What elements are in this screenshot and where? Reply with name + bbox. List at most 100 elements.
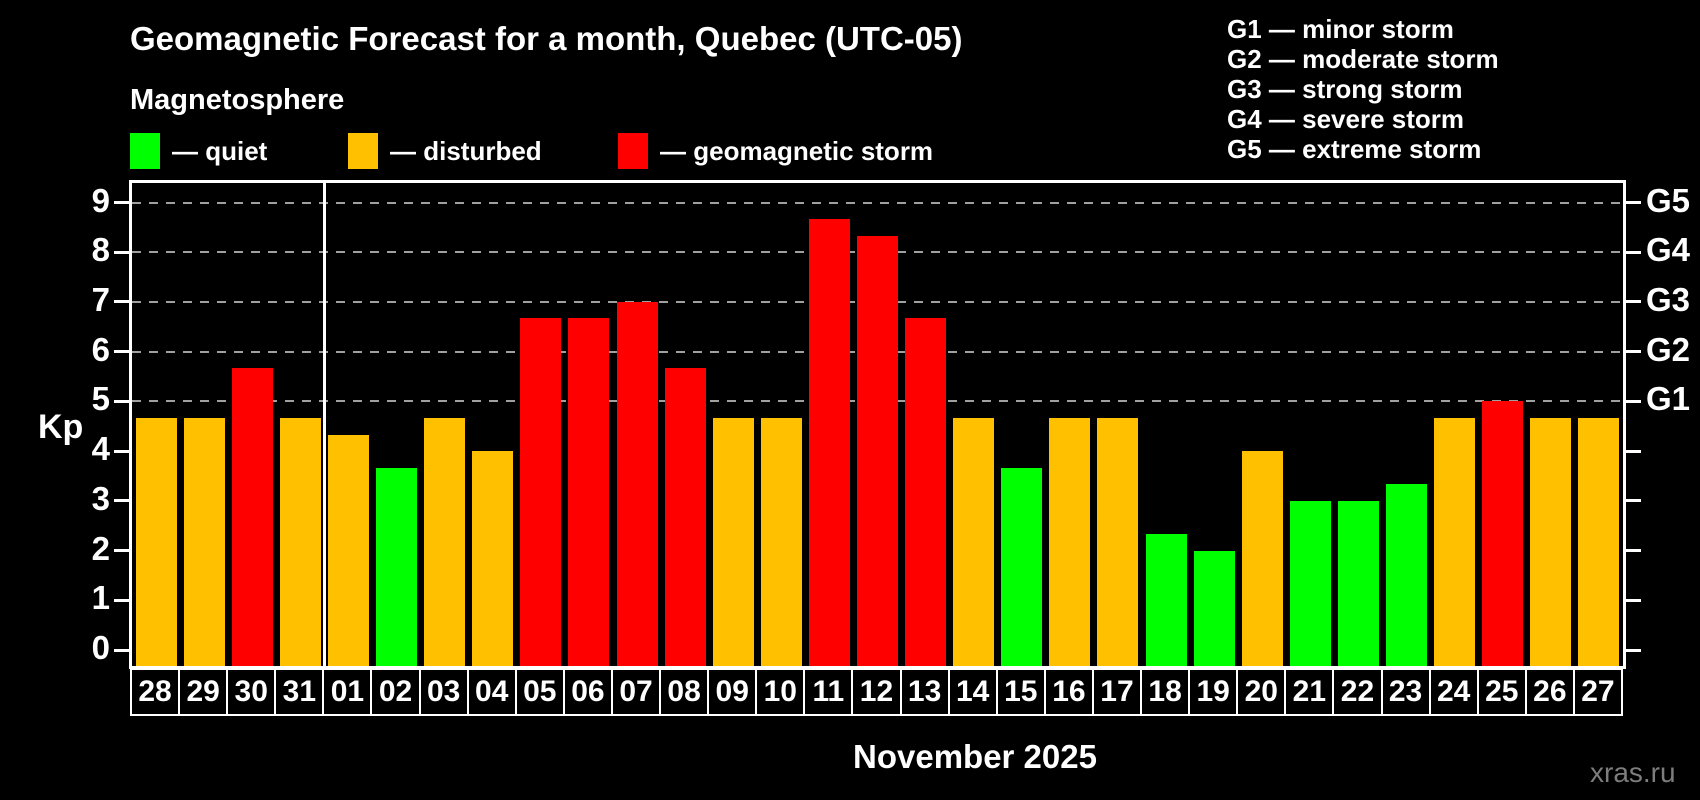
g-axis-label-g4: G4 — [1646, 231, 1691, 269]
day-label-21: 21 — [1284, 668, 1335, 716]
day-label-18: 18 — [1140, 668, 1191, 716]
gridline-kp-9 — [132, 201, 1623, 204]
day-label-28: 28 — [130, 668, 181, 716]
y-axis-tick-right-4 — [1626, 449, 1641, 453]
quiet-legend-swatch — [130, 133, 160, 169]
day-label-29: 29 — [178, 668, 229, 716]
day-label-08: 08 — [659, 668, 710, 716]
g2-legend-line: G2 — moderate storm — [1227, 44, 1499, 74]
kp-bar-day-13 — [905, 318, 947, 666]
day-label-09: 09 — [707, 668, 758, 716]
y-tick-label-9: 9 — [91, 181, 110, 219]
y-tick-label-4: 4 — [91, 430, 110, 468]
y-axis-tick-right-5 — [1626, 399, 1641, 403]
y-tick-label-2: 2 — [91, 529, 110, 567]
kp-bar-day-15 — [1001, 467, 1043, 666]
day-label-19: 19 — [1188, 668, 1239, 716]
watermark: xras.ru — [1590, 757, 1676, 788]
y-axis-title: Kp — [38, 408, 84, 446]
y-tick-label-7: 7 — [91, 280, 110, 318]
g3-legend-line: G3 — strong storm — [1227, 74, 1463, 104]
g5-legend-line: G5 — extreme storm — [1227, 134, 1482, 164]
y-axis-tick-right-3 — [1626, 499, 1641, 503]
day-label-27: 27 — [1572, 668, 1623, 716]
kp-bar-day-07 — [616, 301, 658, 666]
kp-bar-day-19 — [1193, 550, 1235, 666]
y-tick-label-0: 0 — [91, 629, 110, 666]
day-label-05: 05 — [514, 668, 565, 716]
kp-bar-day-04 — [472, 451, 514, 666]
disturbed-legend-swatch — [348, 133, 378, 169]
day-label-23: 23 — [1380, 668, 1431, 716]
kp-bar-day-11 — [808, 218, 850, 666]
g1-legend-line: G1 — minor storm — [1227, 14, 1454, 44]
y-axis-tick-left-3 — [114, 499, 129, 503]
kp-bar-day-21 — [1289, 500, 1331, 666]
kp-bar-day-30 — [231, 368, 273, 666]
day-label-14: 14 — [947, 668, 998, 716]
day-label-20: 20 — [1236, 668, 1287, 716]
kp-bar-day-24 — [1434, 417, 1476, 666]
kp-bar-day-06 — [568, 318, 610, 666]
day-label-22: 22 — [1332, 668, 1383, 716]
x-axis-title: November 2025 — [853, 738, 1097, 775]
kp-bar-day-28 — [135, 417, 177, 666]
g-scale-legend: G1 — minor storm G2 — moderate storm G3 … — [1227, 14, 1499, 164]
kp-bar-day-18 — [1145, 534, 1187, 666]
kp-bar-day-29 — [183, 417, 225, 666]
kp-bar-day-25 — [1482, 401, 1524, 666]
y-axis-tick-right-8 — [1626, 250, 1641, 254]
y-axis-tick-right-2 — [1626, 549, 1641, 553]
day-label-24: 24 — [1428, 668, 1479, 716]
kp-bar-day-10 — [760, 417, 802, 666]
g4-legend-line: G4 — severe storm — [1227, 104, 1465, 134]
day-label-12: 12 — [851, 668, 902, 716]
day-label-17: 17 — [1091, 668, 1143, 716]
y-axis-tick-left-2 — [114, 549, 129, 553]
y-tick-label-6: 6 — [91, 330, 110, 368]
g-axis-label-g3: G3 — [1646, 280, 1691, 318]
magnetosphere-label: Magnetosphere — [130, 84, 345, 116]
y-axis-tick-right-1 — [1626, 598, 1641, 602]
day-label-25: 25 — [1476, 668, 1527, 716]
y-axis-tick-left-1 — [114, 598, 129, 602]
y-axis-tick-left-4 — [114, 449, 129, 453]
day-label-26: 26 — [1524, 668, 1575, 716]
day-label-11: 11 — [803, 668, 854, 716]
kp-bar-day-22 — [1337, 500, 1379, 666]
y-axis-tick-right-7 — [1626, 300, 1641, 304]
day-label-15: 15 — [995, 668, 1046, 716]
kp-bar-day-23 — [1386, 484, 1428, 666]
kp-bar-day-08 — [664, 368, 706, 666]
g-axis-label-g1: G1 — [1646, 380, 1691, 418]
storm-legend-swatch — [618, 133, 648, 169]
kp-bar-day-05 — [520, 318, 562, 666]
storm-legend-label: — geomagnetic storm — [660, 136, 934, 166]
kp-bar-day-31 — [279, 417, 321, 666]
y-axis-tick-left-6 — [114, 350, 129, 354]
kp-bar-day-03 — [424, 417, 466, 666]
y-axis-tick-left-8 — [114, 250, 129, 254]
kp-bar-day-01 — [327, 434, 369, 666]
y-tick-label-1: 1 — [91, 579, 110, 617]
kp-bar-day-14 — [953, 417, 995, 666]
quiet-legend-label: — quiet — [172, 136, 268, 166]
day-label-03: 03 — [418, 668, 469, 716]
y-axis-tick-left-9 — [114, 201, 129, 205]
day-label-30: 30 — [226, 668, 277, 716]
kp-bar-day-16 — [1049, 417, 1091, 666]
day-label-10: 10 — [755, 668, 806, 716]
day-label-16: 16 — [1043, 668, 1094, 716]
y-axis-tick-right-9 — [1626, 201, 1641, 205]
y-axis-tick-left-5 — [114, 399, 129, 403]
day-label-06: 06 — [562, 668, 613, 716]
g-axis-label-g2: G2 — [1646, 330, 1691, 368]
y-axis-tick-left-0 — [114, 648, 129, 652]
kp-bar-day-20 — [1241, 451, 1283, 666]
kp-bar-day-26 — [1530, 417, 1572, 666]
y-axis-tick-right-0 — [1626, 648, 1641, 652]
day-label-02: 02 — [370, 668, 421, 716]
day-label-01: 01 — [322, 668, 373, 716]
